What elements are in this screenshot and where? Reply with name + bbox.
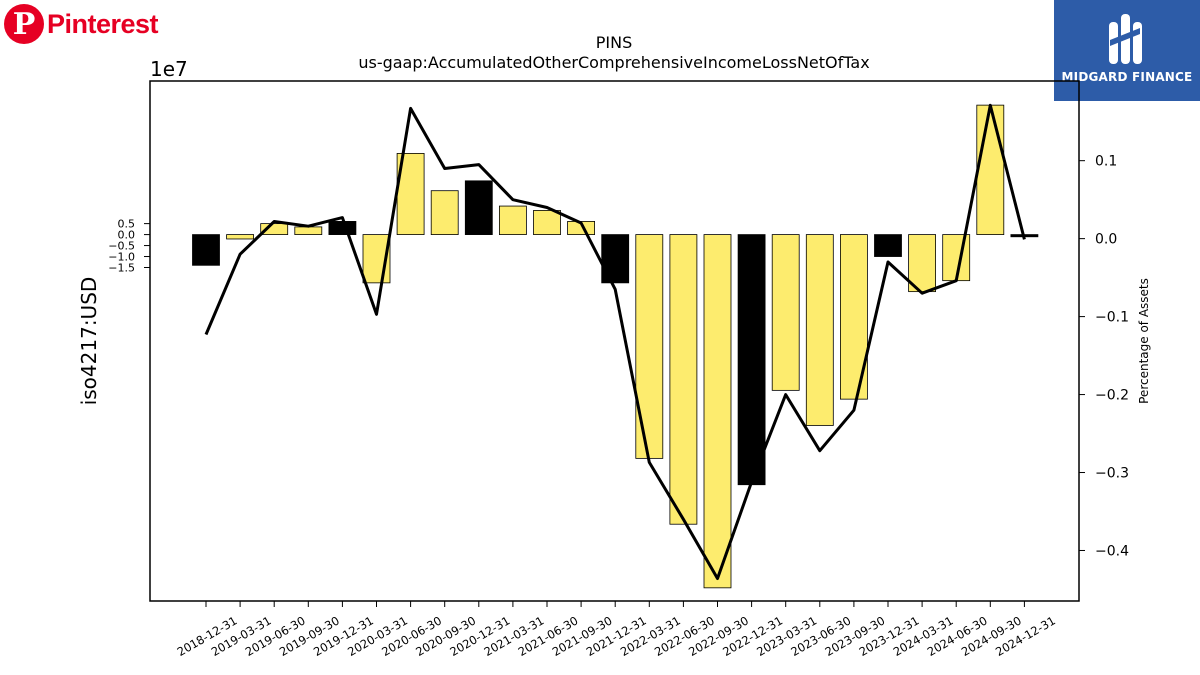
y-tick-label: −0.5	[108, 240, 135, 253]
y-tick-label: 0.0	[118, 229, 136, 242]
plot-frame	[149, 80, 1080, 602]
percentage-line	[204, 103, 1026, 580]
chart-title: PINS	[596, 33, 633, 52]
y-offset-label: 1e7	[150, 57, 188, 81]
bar-2019-12-31	[328, 221, 357, 235]
bar-2019-06-30	[260, 223, 289, 235]
bar-2021-06-30	[533, 210, 561, 235]
bar-2021-12-31	[601, 234, 630, 284]
y-tick-label: 0.5	[118, 218, 136, 231]
watermark-text: MIDGARD FINANCE	[1061, 70, 1193, 84]
y2-tick-label: −0.2	[1095, 388, 1129, 404]
y-tick-label: −1.5	[108, 261, 135, 274]
y-tick-label: −1.0	[108, 251, 135, 264]
y2-tick-label: −0.4	[1095, 543, 1129, 559]
bar-2021-03-31	[498, 205, 527, 235]
bar-2023-03-31	[771, 234, 800, 391]
y2-axis-ticks: 0.1 0.0 −0.1 −0.2 −0.3 −0.4	[1079, 154, 1129, 559]
bar-2020-12-31	[464, 180, 493, 235]
bar-2023-12-31	[874, 234, 902, 257]
bar-2020-09-30	[430, 190, 459, 235]
bar-2024-03-31	[908, 234, 936, 293]
bars-layer	[192, 104, 1039, 589]
bar-2022-09-30	[703, 234, 732, 589]
pinterest-logo-icon: P	[4, 4, 44, 44]
brand-name: Pinterest	[47, 8, 159, 39]
chart-subtitle: us-gaap:AccumulatedOtherComprehensiveInc…	[358, 53, 869, 72]
bar-2022-12-31	[737, 234, 766, 486]
bar-2023-06-30	[805, 234, 834, 426]
pinterest-brand: P Pinterest	[4, 4, 159, 44]
bar-2022-06-30	[669, 234, 698, 525]
y2-tick-label: 0.0	[1095, 232, 1117, 248]
midgard-logo-icon	[1109, 14, 1142, 64]
y2-tick-label: 0.1	[1095, 154, 1117, 170]
y2-tick-label: −0.3	[1095, 466, 1129, 482]
y-axis-ticks: 0.50.0−0.5−1.0−1.5	[108, 218, 150, 274]
bar-2022-03-31	[635, 234, 664, 459]
x-axis-ticks: 2018-12-312019-03-312019-06-302019-09-30…	[175, 601, 1058, 659]
bar-2018-12-31	[192, 234, 220, 266]
bar-2019-03-31	[226, 234, 255, 240]
y-axis-label: iso4217:USD	[77, 277, 101, 406]
y2-axis-label: Percentage of Assets	[1137, 278, 1151, 404]
bar-2024-09-30	[976, 104, 1005, 235]
bar-2019-09-30	[294, 226, 323, 235]
y2-tick-label: −0.1	[1095, 310, 1129, 326]
